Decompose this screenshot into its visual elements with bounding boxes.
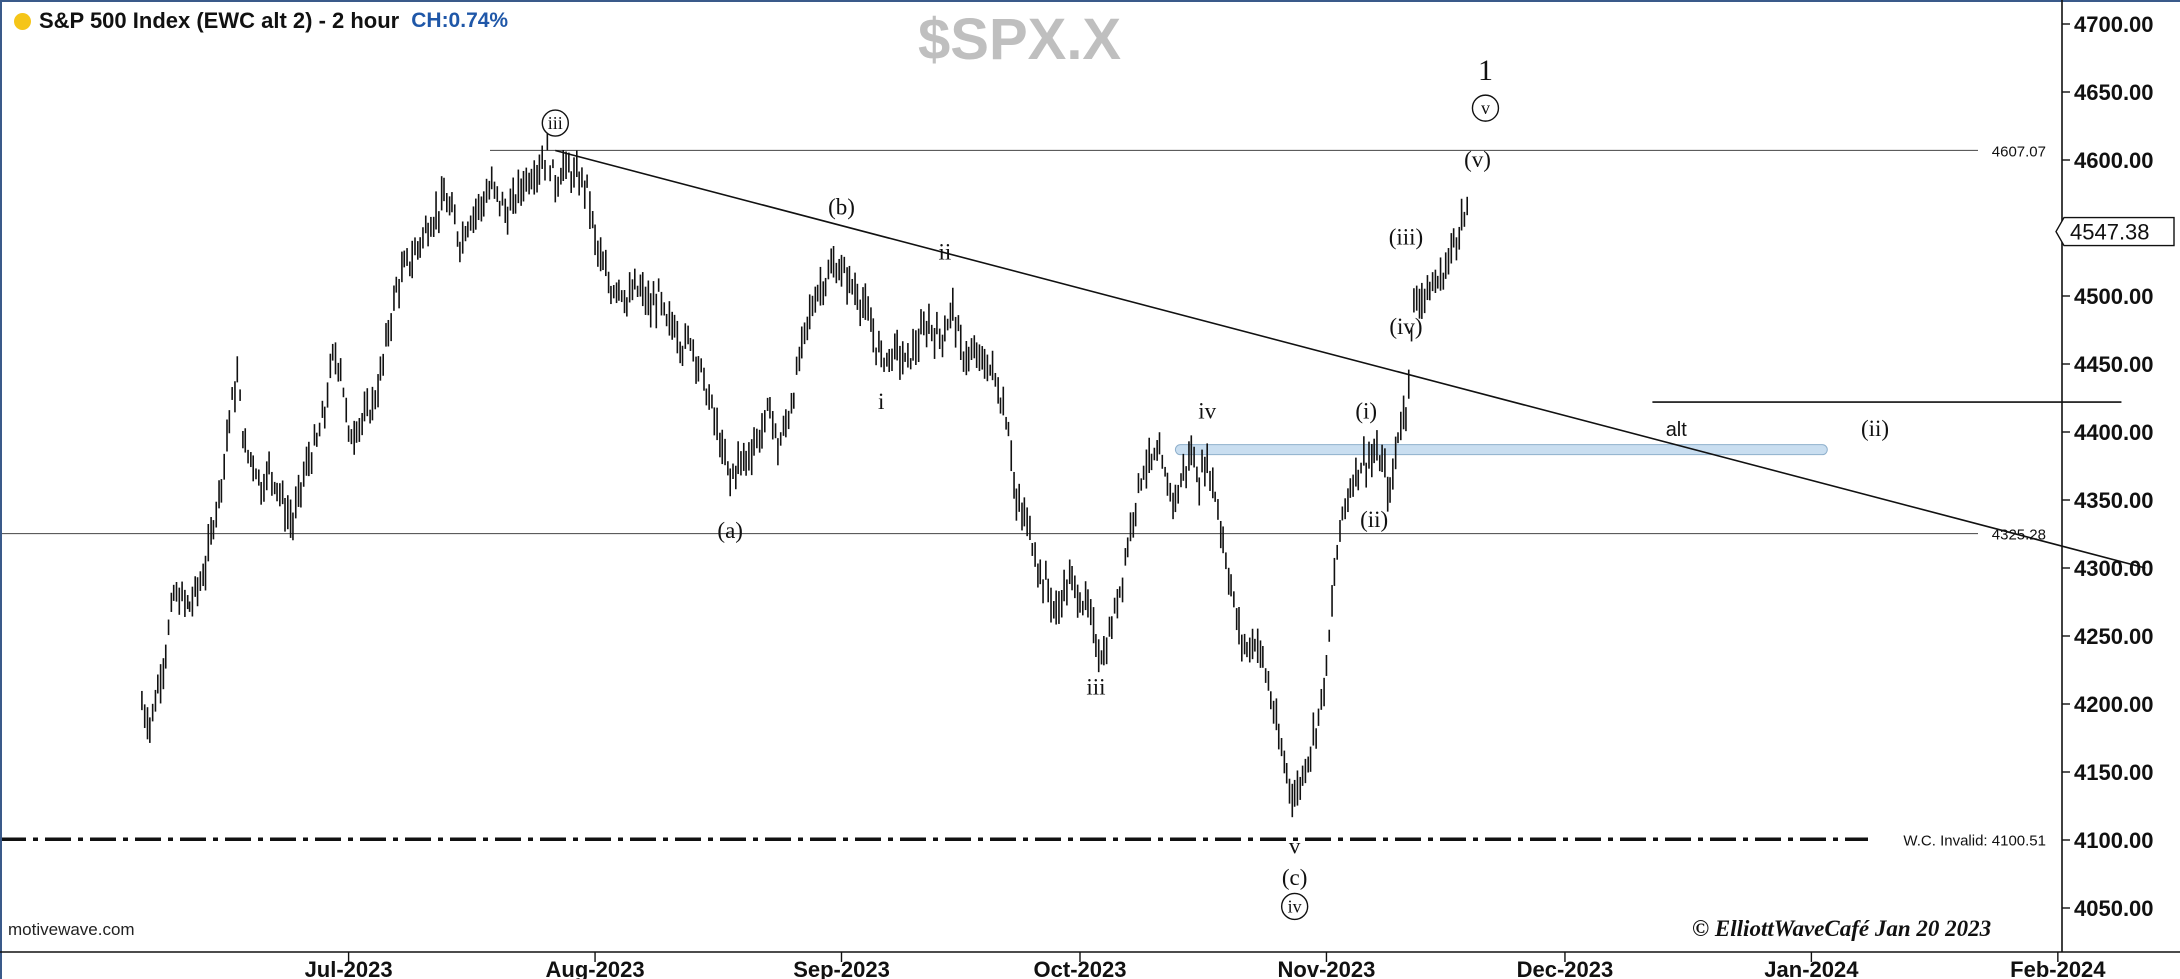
trendline [555, 149, 2146, 569]
status-dot-icon [14, 12, 31, 30]
change-percent: CH:0.74% [411, 9, 509, 32]
y-tick-label: 4450.00 [2074, 352, 2154, 377]
ohlc-bars [141, 131, 1468, 818]
wave-label-circle [1471, 94, 1500, 122]
chart-title: S&P 500 Index (EWC alt 2) - 2 hour [39, 8, 400, 33]
level-label: W.C. Invalid: 4100.51 [1903, 832, 2046, 849]
wave-label: v [1289, 834, 1301, 859]
wave-label: 1 [1478, 54, 1493, 87]
wave-label: i [878, 389, 884, 414]
y-tick-label: 4150.00 [2074, 760, 2154, 785]
wave-label: (i) [1355, 398, 1377, 423]
wave-label: (ii) [1360, 507, 1388, 532]
symbol-watermark: $SPX.X [918, 7, 1122, 72]
left-border [0, 0, 2, 979]
y-tick-label: 4650.00 [2074, 80, 2154, 105]
x-tick-label: Jul-2023 [305, 957, 393, 979]
y-tick-label: 4050.00 [2074, 896, 2154, 921]
wave-label: iii [548, 113, 563, 133]
y-tick-label: 4600.00 [2074, 148, 2154, 173]
y-tick-label: 4100.00 [2074, 828, 2154, 853]
support-zone [1174, 444, 1828, 456]
wave-label: alt [1666, 419, 1688, 441]
wave-label: (iv) [1389, 314, 1422, 339]
y-tick-label: 4400.00 [2074, 420, 2154, 445]
wave-label: (c) [1282, 865, 1308, 890]
wave-label: (b) [828, 194, 855, 219]
x-tick-label: Jan-2024 [1764, 957, 1859, 979]
last-price-tag [2055, 216, 2175, 247]
level-label: 4607.07 [1992, 143, 2046, 160]
x-tick-label: Feb-2024 [2010, 957, 2106, 979]
wave-label: iv [1288, 896, 1302, 916]
source-credit: motivewave.com [8, 920, 135, 939]
y-tick-label: 4700.00 [2074, 12, 2154, 37]
wave-labels: iii(b)iii(a)iviiiv(c)iv(i)(ii)(iii)(iv)(… [541, 54, 1889, 921]
wave-label: (a) [717, 518, 743, 543]
top-border [0, 0, 2180, 2]
wave-label-circle [541, 109, 569, 137]
wave-label: (ii) [1861, 416, 1889, 441]
x-tick-label: Sep-2023 [793, 957, 890, 979]
chart-header: S&P 500 Index (EWC alt 2) - 2 hour CH:0.… [14, 8, 508, 34]
wave-label: v [1481, 98, 1490, 118]
x-tick-label: Aug-2023 [546, 957, 645, 979]
wave-label: iii [1086, 674, 1105, 699]
y-tick-label: 4350.00 [2074, 488, 2154, 513]
wave-label: (v) [1464, 147, 1491, 172]
wave-label: iv [1198, 398, 1216, 423]
y-tick-label: 4250.00 [2074, 624, 2154, 649]
x-tick-label: Oct-2023 [1034, 957, 1127, 979]
copyright: © ElliottWaveCafé Jan 20 2023 [1692, 916, 1992, 941]
x-tick-label: Dec-2023 [1517, 957, 1614, 979]
x-tick-label: Nov-2023 [1278, 957, 1376, 979]
wave-label: ii [938, 239, 951, 264]
y-tick-label: 4200.00 [2074, 692, 2154, 717]
annotation-lines: 4607.074325.28W.C. Invalid: 4100.51 [0, 143, 2146, 849]
wave-label-circle [1280, 892, 1309, 921]
y-tick-label: 4500.00 [2074, 284, 2154, 309]
last-price-label: 4547.38 [2070, 220, 2150, 245]
y-tick-label: 4300.00 [2074, 556, 2154, 581]
wave-label: (iii) [1389, 224, 1424, 249]
